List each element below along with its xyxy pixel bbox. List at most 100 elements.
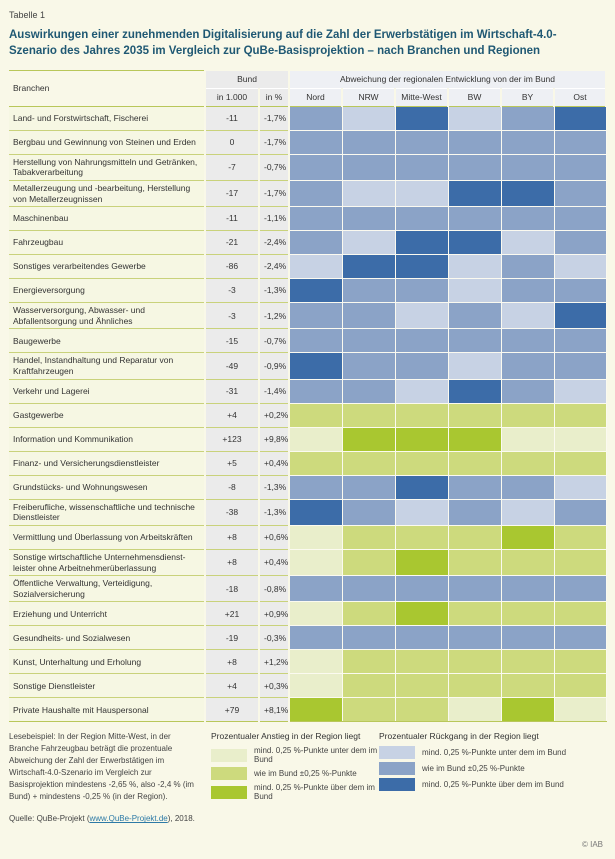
branch-cell: Öffentliche Verwaltung, Verteidigung, So… bbox=[9, 575, 205, 603]
heatmap-cell-ost bbox=[553, 474, 607, 500]
table-label: Tabelle 1 bbox=[9, 10, 46, 20]
table-row: Baugewerbe -15 -0,7% bbox=[9, 328, 607, 354]
heatmap-cell-by bbox=[500, 302, 555, 330]
heatmap-cell-mitte-west bbox=[394, 697, 449, 723]
table-row: Land- und Forstwirtschaft, Fischerei -11-… bbox=[9, 105, 607, 131]
bund-inpct-cell: -0,9% bbox=[257, 352, 291, 380]
heatmap-cell-nrw bbox=[341, 105, 396, 131]
heatmap-cell-nord bbox=[288, 601, 343, 627]
table-row: Verkehr und Lagerei -31 -1,4% bbox=[9, 378, 607, 404]
table-row: Kunst, Unterhaltung und Erholung +8 +1,2% bbox=[9, 649, 607, 675]
heatmap-cell-bw bbox=[447, 474, 502, 500]
heatmap-cell-mitte-west bbox=[394, 278, 449, 304]
heatmap-cell-mitte-west bbox=[394, 548, 449, 577]
heatmap-cell-ost bbox=[553, 352, 607, 380]
legend-item: mind. 0,25 %-Punkte über dem im Bund bbox=[211, 783, 379, 801]
heatmap-cell-nord bbox=[288, 575, 343, 603]
bund-in1000-cell: -11 bbox=[204, 206, 260, 232]
heatmap-cell-nrw bbox=[341, 179, 396, 208]
heatmap-cell-by bbox=[500, 426, 555, 452]
heatmap-cell-nrw bbox=[341, 649, 396, 675]
table-row: Gesundheits- und Sozialwesen -19 -0,3% bbox=[9, 625, 607, 651]
column-header-inpct: in % bbox=[257, 88, 291, 107]
heatmap-cell-nord bbox=[288, 378, 343, 404]
heatmap-cell-mitte-west bbox=[394, 129, 449, 155]
branch-cell: Information und Kommunikation bbox=[9, 427, 205, 452]
bund-in1000-cell: -7 bbox=[204, 154, 260, 181]
heatmap-cell-mitte-west bbox=[394, 179, 449, 208]
heatmap-cell-bw bbox=[447, 450, 502, 476]
heatmap-cell-nrw bbox=[341, 601, 396, 627]
bund-inpct-cell: +0,6% bbox=[257, 525, 291, 550]
bund-in1000-cell: +123 bbox=[204, 427, 260, 452]
heatmap-cell-bw bbox=[447, 230, 502, 256]
heatmap-cell-by bbox=[500, 524, 555, 550]
bund-in1000-cell: +21 bbox=[204, 601, 260, 627]
legend-rueckgang-title: Prozentualer Rückgang in der Region lieg… bbox=[379, 731, 539, 742]
heatmap-cell-nrw bbox=[341, 625, 396, 651]
header-row-groups: Branchen Bund Abweichung der regionalen … bbox=[9, 69, 608, 107]
heatmap-cell-bw bbox=[447, 328, 502, 354]
bund-inpct-cell: -2,4% bbox=[257, 230, 291, 256]
legend-item: mind. 0,25 %-Punkte unter dem im Bund bbox=[211, 746, 379, 764]
heatmap-cell-by bbox=[500, 254, 555, 280]
column-header-region-nrw: NRW bbox=[341, 88, 397, 107]
heatmap-cell-by bbox=[500, 575, 555, 603]
table-row: Freiberufliche, wissenschaftliche und te… bbox=[9, 498, 607, 526]
heatmap-cell-nord bbox=[288, 179, 343, 208]
table-row: Öffentliche Verwaltung, Verteidigung, So… bbox=[9, 575, 607, 603]
bund-inpct-cell: -0,7% bbox=[257, 328, 291, 354]
column-header-branchen: Branchen bbox=[9, 70, 205, 107]
heatmap-cell-by bbox=[500, 697, 555, 723]
heatmap-cell-nord bbox=[288, 524, 343, 550]
heatmap-cell-mitte-west bbox=[394, 302, 449, 330]
heatmap-cell-mitte-west bbox=[394, 524, 449, 550]
heatmap-cell-bw bbox=[447, 302, 502, 330]
heatmap-cell-nrw bbox=[341, 524, 396, 550]
heatmap-cell-by bbox=[500, 105, 555, 131]
source-link[interactable]: www.QuBe-Projekt.de bbox=[89, 814, 168, 824]
branch-cell: Sonstige wirtschaftliche Unternehmensdie… bbox=[9, 549, 205, 577]
rueckgang-unter-swatch bbox=[379, 746, 415, 760]
heatmap-cell-by bbox=[500, 179, 555, 208]
heatmap-cell-by bbox=[500, 378, 555, 404]
heatmap-cell-ost bbox=[553, 524, 607, 550]
bund-inpct-cell: +1,2% bbox=[257, 649, 291, 675]
heatmap-cell-bw bbox=[447, 352, 502, 380]
heatmap-cell-nord bbox=[288, 548, 343, 577]
bund-inpct-cell: +0,4% bbox=[257, 451, 291, 476]
heatmap-cell-nrw bbox=[341, 129, 396, 155]
bund-in1000-cell: -49 bbox=[204, 352, 260, 380]
heatmap-cell-nord bbox=[288, 402, 343, 428]
bund-inpct-cell: -1,3% bbox=[257, 475, 291, 500]
anstieg-ueber-swatch bbox=[211, 785, 247, 799]
table-row: Maschinenbau -11 -1,1% bbox=[9, 206, 607, 232]
heatmap-cell-nord bbox=[288, 625, 343, 651]
heatmap-cell-bw bbox=[447, 378, 502, 404]
heatmap-cell-ost bbox=[553, 302, 607, 330]
table-row: Bergbau und Gewinnung von Steinen und Er… bbox=[9, 129, 607, 155]
heatmap-cell-nord bbox=[288, 254, 343, 280]
branch-cell: Energieversorgung bbox=[9, 278, 205, 304]
branch-cell: Erziehung und Unterricht bbox=[9, 601, 205, 627]
legend-anstieg-items: mind. 0,25 %-Punkte unter dem im Bund wie… bbox=[211, 746, 379, 801]
table-body: Land- und Forstwirtschaft, Fischerei -11-… bbox=[9, 105, 607, 723]
column-header-region-mitte-west: Mitte-West bbox=[394, 88, 450, 107]
legend-item: wie im Bund ±0,25 %-Punkte bbox=[379, 762, 606, 776]
heatmap-cell-nrw bbox=[341, 450, 396, 476]
heatmap-cell-nrw bbox=[341, 673, 396, 699]
legend-rueckgang: Prozentualer Rückgang in der Region lieg… bbox=[379, 731, 606, 823]
table-row: Information und Kommunikation +123 +9,8% bbox=[9, 426, 607, 452]
bund-inpct-cell: -0,7% bbox=[257, 154, 291, 181]
heatmap-cell-nrw bbox=[341, 498, 396, 526]
heatmap-cell-mitte-west bbox=[394, 352, 449, 380]
bund-inpct-cell: -0,3% bbox=[257, 625, 291, 651]
heatmap-cell-ost bbox=[553, 328, 607, 354]
table-row: Erziehung und Unterricht +21 +0,9% bbox=[9, 601, 607, 627]
branch-cell: Sonstige Dienstleister bbox=[9, 673, 205, 699]
bund-in1000-cell: -86 bbox=[204, 254, 260, 280]
bund-inpct-cell: +9,8% bbox=[257, 427, 291, 452]
heatmap-cell-nrw bbox=[341, 328, 396, 354]
heatmap-cell-nrw bbox=[341, 153, 396, 181]
